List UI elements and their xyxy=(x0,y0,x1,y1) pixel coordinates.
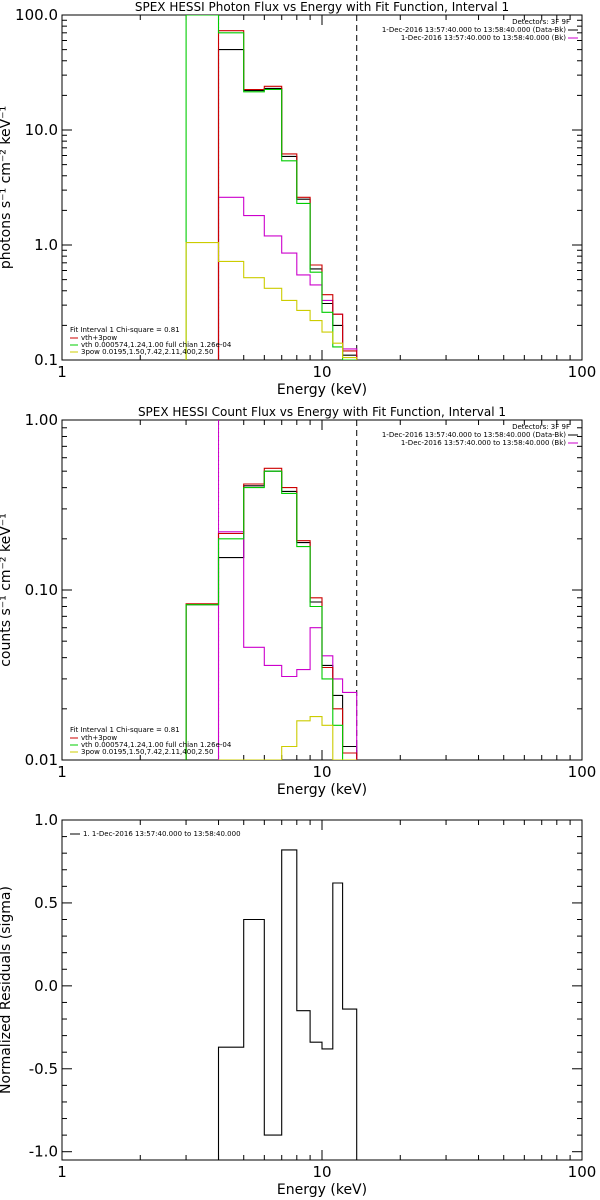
x-axis-label: Energy (keV) xyxy=(277,782,367,798)
detectors-label: Detectors: 3F 9F xyxy=(512,18,570,26)
legend-bottom-entry: vth+3pow xyxy=(81,334,117,342)
detectors-label: Detectors: 3F 9F xyxy=(512,423,570,431)
x-tick-label: 1 xyxy=(57,763,67,781)
y-tick-label: 10.0 xyxy=(25,121,58,139)
x-axis: 1 10 100 Energy (keV) xyxy=(57,420,596,798)
x-tick-label: 10 xyxy=(312,363,331,381)
y-tick-label: 1.00 xyxy=(25,411,58,429)
y-tick-label: -1.0 xyxy=(29,1143,58,1161)
x-tick-label: 100 xyxy=(568,1163,597,1181)
y-tick-label: 0.1 xyxy=(34,351,58,369)
legend-bottom-entry: vth 0.000574,1.24,1.00 full chian 1.26e-… xyxy=(81,341,232,349)
legend: Detectors: 3F 9F1-Dec-2016 13:57:40.000 … xyxy=(70,423,578,756)
chart-title: SPEX HESSI Photon Flux vs Energy with Fi… xyxy=(135,0,509,14)
chart-title: SPEX HESSI Count Flux vs Energy with Fit… xyxy=(138,405,506,419)
x-tick-label: 100 xyxy=(568,763,597,781)
plot-area xyxy=(185,15,358,360)
x-axis-label: Energy (keV) xyxy=(277,382,367,398)
x-tick-label: 1 xyxy=(57,1163,67,1181)
x-tick-label: 10 xyxy=(312,1163,331,1181)
y-tick-label: 1.0 xyxy=(34,236,58,254)
series-histogram-3pow xyxy=(185,242,358,360)
fit-interval-label: Fit Interval 1 Chi-square = 0.81 xyxy=(70,726,180,734)
legend: 1. 1-Dec-2016 13:57:40.000 to 13:58:40.0… xyxy=(70,830,241,838)
legend-entry: 1. 1-Dec-2016 13:57:40.000 to 13:58:40.0… xyxy=(83,830,241,838)
series-histogram-vth xyxy=(185,470,357,760)
series-histogram-data-bk xyxy=(217,49,358,360)
plot-frame xyxy=(61,819,583,1161)
y-axis: 0.1 1.0 10.0 100.0 photons s⁻¹ cm⁻² keV⁻¹ xyxy=(0,6,582,369)
legend-bottom-entry: vth 0.000574,1.24,1.00 full chian 1.26e-… xyxy=(81,741,232,749)
series-histogram-bk xyxy=(217,196,358,360)
residuals-panel: 1 10 100 Energy (keV) -1.0 -0.5 0.0 0.5 1.0 Norma… xyxy=(0,811,596,1198)
series-histogram-3pow xyxy=(218,716,357,760)
legend-bottom-entry: 3pow 0.0195,1.50,7.42,2.11,400,2.50 xyxy=(81,348,213,356)
plot-area xyxy=(217,849,358,1160)
plot-frame xyxy=(61,419,583,761)
x-tick-label: 100 xyxy=(568,363,597,381)
y-axis: -1.0 -0.5 0.0 0.5 1.0 Normalized Residuals (s… xyxy=(0,811,582,1161)
x-tick-label: 10 xyxy=(312,763,331,781)
legend-bottom-entry: vth+3pow xyxy=(81,734,117,742)
legend-top-entry: 1-Dec-2016 13:57:40.000 to 13:58:40.000 … xyxy=(382,26,566,34)
y-tick-label: 0.5 xyxy=(34,894,58,912)
x-axis: 1 10 100 Energy (keV) xyxy=(57,15,596,398)
legend-top-entry: 1-Dec-2016 13:57:40.000 to 13:58:40.000 … xyxy=(401,439,566,447)
y-tick-label: 0.01 xyxy=(25,751,58,769)
plot-area xyxy=(185,420,358,760)
y-tick-label: 100.0 xyxy=(15,6,58,24)
legend-top-entry: 1-Dec-2016 13:57:40.000 to 13:58:40.000 … xyxy=(382,431,566,439)
legend-top-entry: 1-Dec-2016 13:57:40.000 to 13:58:40.000 … xyxy=(401,34,566,42)
photon-flux-panel: SPEX HESSI Photon Flux vs Energy with Fi… xyxy=(0,0,596,398)
y-tick-label: 0.0 xyxy=(34,977,58,995)
x-axis: 1 10 100 Energy (keV) xyxy=(57,820,596,1198)
count-flux-panel: SPEX HESSI Count Flux vs Energy with Fit… xyxy=(0,405,596,798)
y-axis: 0.01 0.10 1.00 counts s⁻¹ cm⁻² keV⁻¹ xyxy=(0,411,582,769)
x-axis-label: Energy (keV) xyxy=(277,1182,367,1198)
series-histogram-vth-3pow xyxy=(185,467,358,760)
series-histogram-vth-3pow xyxy=(217,30,358,360)
y-axis-label: counts s⁻¹ cm⁻² keV⁻¹ xyxy=(0,513,14,667)
fit-interval-label: Fit Interval 1 Chi-square = 0.81 xyxy=(70,326,180,334)
y-tick-label: 0.10 xyxy=(25,581,58,599)
series-histogram-data-bk xyxy=(185,470,358,760)
series-histogram-1-1-dec-2016-13-57-40-000-to-13-58-40-000 xyxy=(217,849,358,1160)
x-tick-label: 1 xyxy=(57,363,67,381)
series-histogram-vth xyxy=(185,15,357,360)
y-axis-label: photons s⁻¹ cm⁻² keV⁻¹ xyxy=(0,106,14,269)
legend: Detectors: 3F 9F1-Dec-2016 13:57:40.000 … xyxy=(70,18,578,356)
legend-bottom-entry: 3pow 0.0195,1.50,7.42,2.11,400,2.50 xyxy=(81,748,213,756)
series-histogram-bk xyxy=(217,531,358,760)
y-axis-label: Normalized Residuals (sigma) xyxy=(0,886,14,1094)
y-tick-label: -0.5 xyxy=(29,1060,58,1078)
y-tick-label: 1.0 xyxy=(34,811,58,829)
